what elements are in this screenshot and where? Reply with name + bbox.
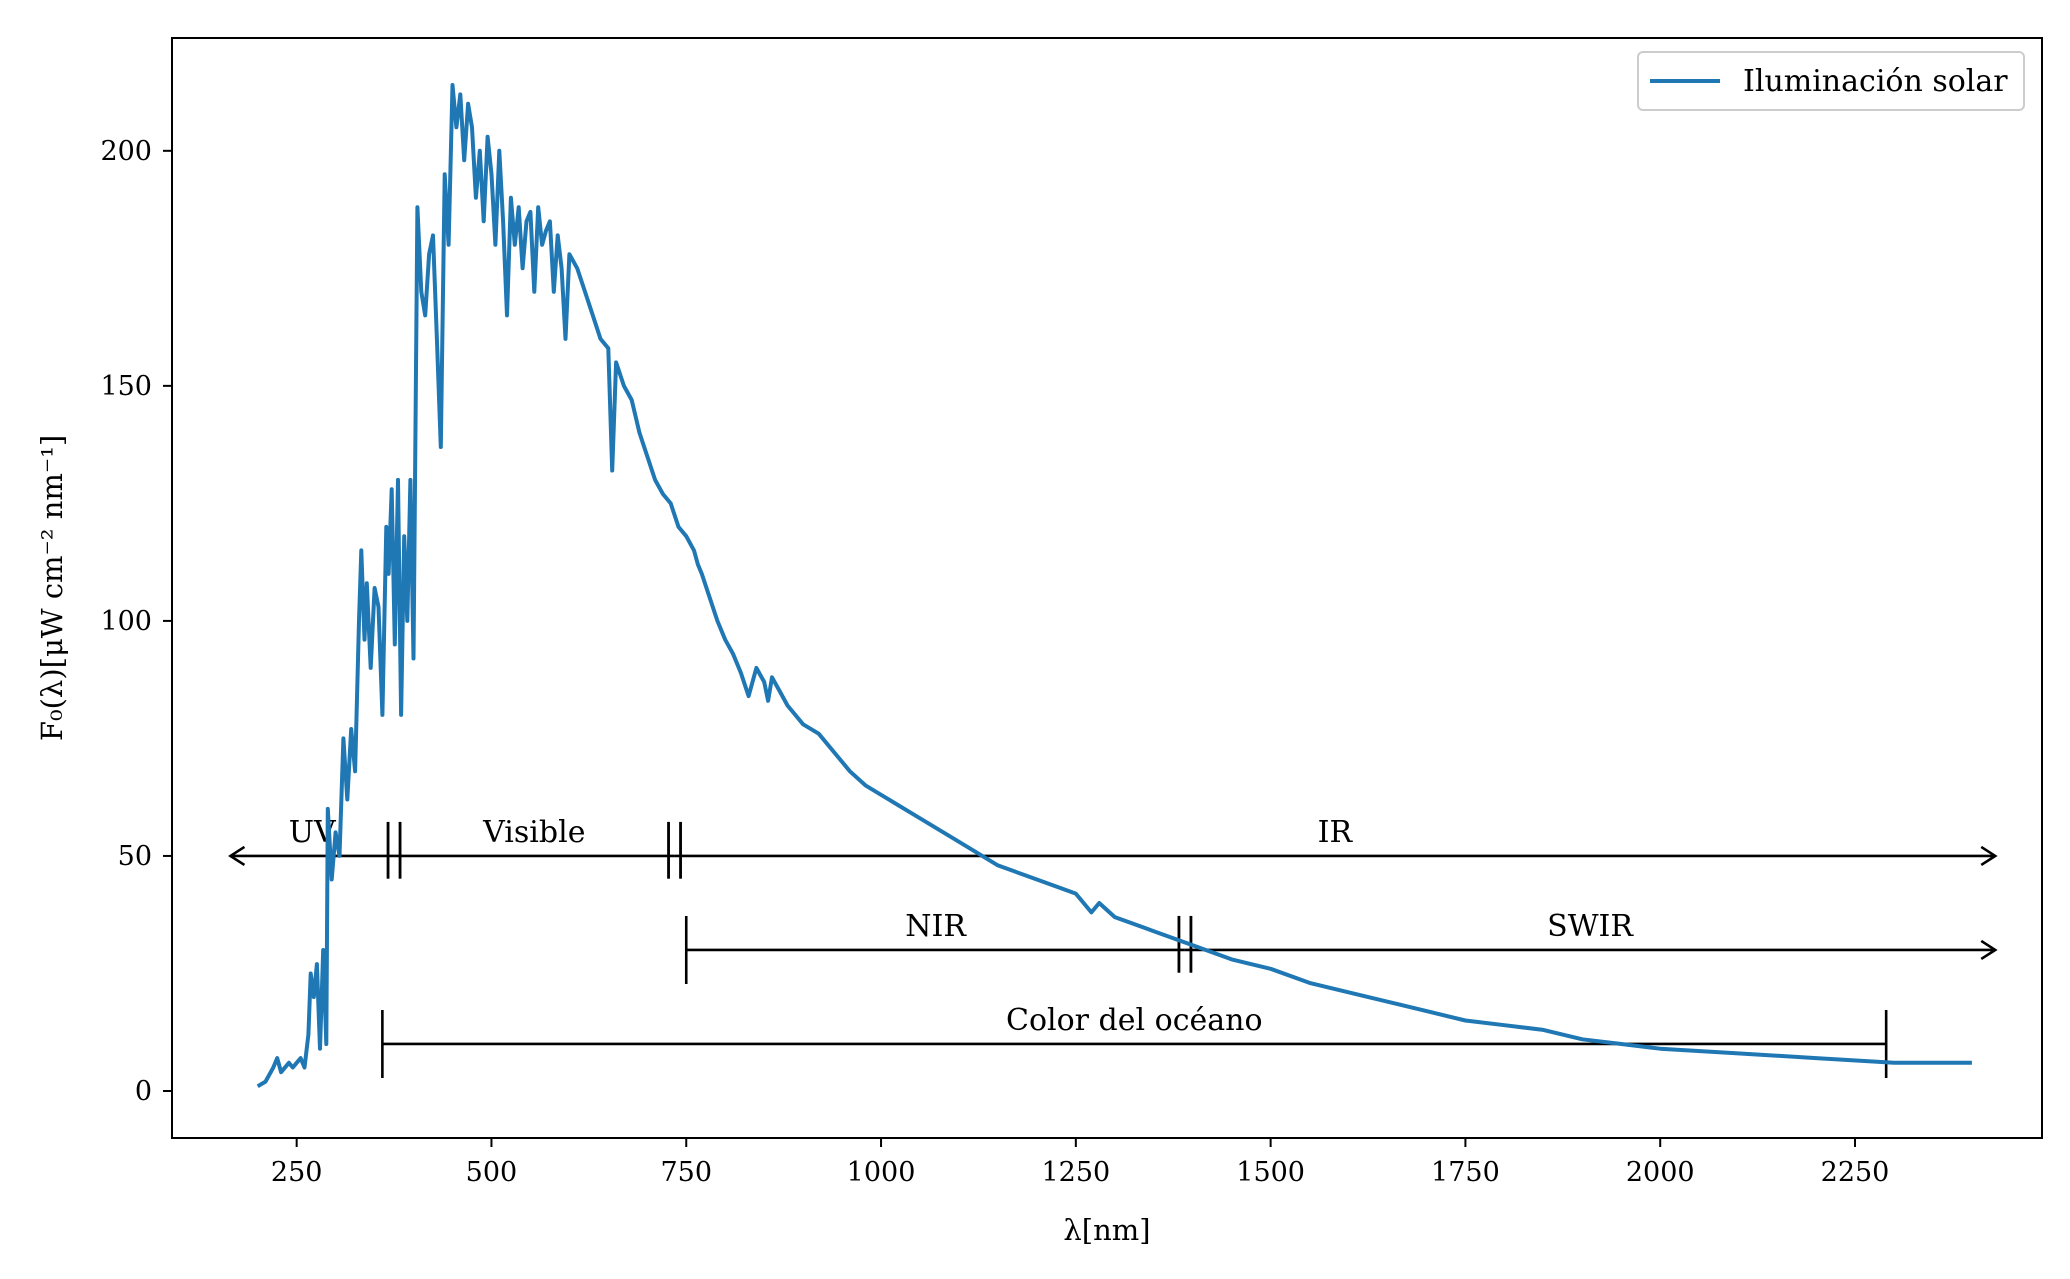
x-tick-label: 500 <box>466 1157 518 1188</box>
band-ir: IR <box>667 815 1998 879</box>
band-arrowhead <box>228 845 246 867</box>
x-tick-label: 1250 <box>1041 1157 1110 1188</box>
plot-area <box>171 37 2043 1139</box>
band-arrowhead <box>1980 845 1998 867</box>
band-label: Visible <box>482 815 585 850</box>
y-axis-label: F₀(λ)[μW cm⁻² nm⁻¹] <box>35 435 69 741</box>
x-tick-label: 1000 <box>847 1157 916 1188</box>
x-tick-label: 250 <box>271 1157 323 1188</box>
y-axis-ticks: 0 50 100 150 200 <box>100 136 172 1107</box>
y-tick-label: 0 <box>135 1076 152 1107</box>
y-tick-label: 200 <box>100 136 152 167</box>
x-tick-label: 1500 <box>1236 1157 1305 1188</box>
band-label: NIR <box>905 909 967 944</box>
x-tick-label: 2250 <box>1821 1157 1890 1188</box>
x-tick-label: 2000 <box>1626 1157 1695 1188</box>
y-tick-label: 50 <box>118 841 152 872</box>
band-label: IR <box>1318 815 1354 850</box>
series-layer <box>256 83 1972 1089</box>
x-axis-label: λ[nm] <box>1063 1213 1150 1247</box>
band-label: SWIR <box>1547 909 1634 944</box>
band-arrowhead <box>1980 939 1998 961</box>
legend-label: Iluminación solar <box>1743 64 2008 99</box>
x-axis-ticks: 250 500 750 1000 1250 1500 1750 2000 2250 <box>271 1138 1889 1188</box>
band-label: Color del océano <box>1006 1003 1263 1038</box>
legend: Iluminación solar <box>1637 51 2025 111</box>
band-swir: SWIR <box>1177 909 1998 973</box>
x-tick-label: 1750 <box>1431 1157 1500 1188</box>
series-line <box>256 83 1972 1089</box>
y-tick-label: 100 <box>100 606 152 637</box>
y-tick-label: 150 <box>100 371 152 402</box>
x-tick-label: 750 <box>660 1157 712 1188</box>
legend-box <box>1637 51 2025 111</box>
